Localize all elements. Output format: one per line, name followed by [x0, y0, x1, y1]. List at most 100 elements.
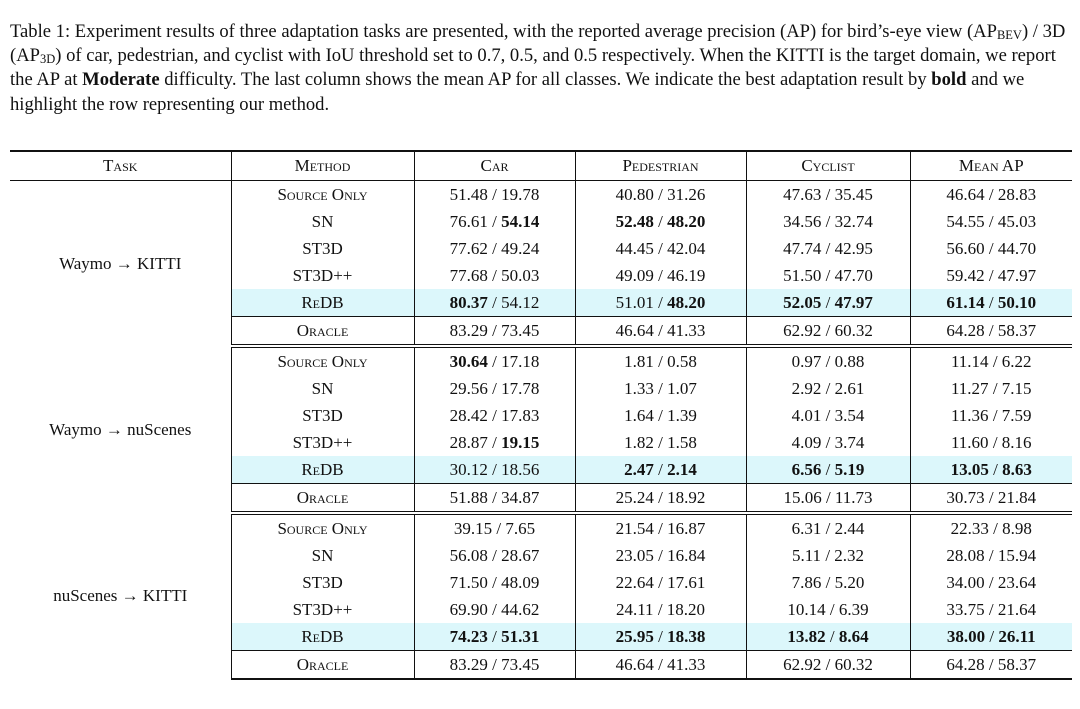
- cyclist-value-cell: 47.74 / 42.95: [746, 235, 911, 262]
- ap-3d-value: 41.33: [667, 320, 706, 340]
- ap-3d-value: 48.20: [667, 292, 706, 312]
- pedestrian-value-cell: 1.81 / 0.58: [575, 346, 747, 375]
- ap-3d-value: 34.87: [501, 487, 540, 507]
- cyclist-value-cell: 0.97 / 0.88: [746, 346, 911, 375]
- caption-label: Table 1:: [10, 21, 71, 42]
- ap-bev-value: 77.68: [449, 265, 488, 285]
- ap-3d-value: 48.09: [501, 572, 540, 592]
- cyclist-value-cell: 51.50 / 47.70: [746, 262, 911, 289]
- ap-3d-value: 45.03: [997, 211, 1037, 231]
- ap-bev-value: 56.08: [449, 545, 488, 565]
- table-row: Waymo → nuScenes Source Only 30.64 / 17.18…: [10, 346, 1072, 513]
- ap-3d-value: 58.37: [997, 654, 1037, 674]
- ap-3d-value: 1.39: [667, 405, 697, 425]
- ap-3d-value: 18.92: [667, 487, 706, 507]
- ap-bev-value: 30.64: [449, 351, 488, 371]
- method-cell: Oracle: [231, 650, 415, 680]
- mean-value-cell: 61.14 / 50.10: [910, 289, 1072, 317]
- cyclist-value-cell: 7.86 / 5.20: [746, 569, 911, 596]
- ap-3d-value: 6.22: [1001, 351, 1032, 371]
- ap-bev-value: 64.28: [946, 320, 985, 340]
- cyclist-value-cell: 47.63 / 35.45: [746, 180, 911, 208]
- ap-bev-value: 4.01: [791, 405, 822, 425]
- ap-3d-value: 48.20: [667, 211, 706, 231]
- car-value-cell: 30.12 / 18.56: [414, 456, 576, 484]
- task-group: nuScenes → KITTI Source Only 39.15 / 7.65 2…: [10, 513, 1072, 680]
- ap-bev-value: 23.05: [615, 545, 654, 565]
- ap-3d-value: 2.32: [834, 545, 865, 565]
- ap-3d-value: 58.37: [997, 320, 1037, 340]
- ap-bev-value: 11.60: [950, 432, 989, 452]
- ap-bev-value: 47.74: [783, 238, 822, 258]
- ap-3d-value: 16.84: [667, 545, 706, 565]
- header-pedestrian: Pedestrian: [575, 151, 747, 181]
- ap-3d-value: 23.64: [997, 572, 1037, 592]
- ap-3d-value: 18.38: [667, 626, 706, 646]
- cyclist-value-cell: 34.56 / 32.74: [746, 208, 911, 235]
- ap-3d-value: 1.07: [667, 378, 697, 398]
- pedestrian-value-cell: 46.64 / 41.33: [575, 650, 747, 680]
- ap-3d-value: 15.94: [997, 545, 1037, 565]
- ap-bev-value: 5.11: [791, 545, 822, 565]
- pedestrian-value-cell: 52.48 / 48.20: [575, 208, 747, 235]
- ap-bev-value: 76.61: [449, 211, 488, 231]
- ap-bev-value: 62.92: [783, 320, 822, 340]
- pedestrian-value-cell: 46.64 / 41.33: [575, 316, 747, 348]
- ap-bev-value: 56.60: [946, 238, 985, 258]
- pedestrian-value-cell: 51.01 / 48.20: [575, 289, 747, 317]
- ap-3d-value: 19.15: [501, 432, 540, 452]
- caption-subscript: 3D: [39, 52, 56, 67]
- car-value-cell: 28.42 / 17.83: [414, 402, 576, 429]
- cyclist-value-cell: 13.82 / 8.64: [746, 623, 911, 651]
- pedestrian-value-cell: 49.09 / 46.19: [575, 262, 747, 289]
- caption-bold-text: Moderate: [82, 69, 160, 91]
- method-cell: SN: [231, 542, 415, 569]
- cyclist-value-cell: 4.01 / 3.54: [746, 402, 911, 429]
- ap-bev-value: 51.01: [615, 292, 654, 312]
- task-cell: nuScenes → KITTI: [10, 513, 232, 679]
- ap-3d-value: 19.78: [501, 184, 540, 204]
- ap-3d-value: 21.84: [997, 487, 1037, 507]
- ap-3d-value: 21.64: [997, 599, 1037, 619]
- ap-bev-value: 28.42: [449, 405, 488, 425]
- ap-bev-value: 2.47: [624, 459, 654, 479]
- method-cell: SN: [231, 375, 415, 402]
- pedestrian-value-cell: 2.47 / 2.14: [575, 456, 747, 484]
- mean-value-cell: 22.33 / 8.98: [950, 518, 1032, 538]
- ap-3d-value: 2.14: [667, 459, 697, 479]
- ap-3d-value: 6.39: [838, 599, 869, 619]
- mean-value-cell: 46.64 / 28.83: [946, 184, 1037, 204]
- table-row: ST3D++ 77.68 / 50.03 49.09 / 46.19 51.50 / …: [10, 262, 1072, 289]
- ap-bev-value: 0.97: [791, 351, 822, 371]
- header-method: Method: [231, 151, 415, 181]
- ap-bev-value: 2.92: [791, 378, 822, 398]
- ap-3d-value: 7.59: [1001, 405, 1032, 425]
- cyclist-value-cell: 62.92 / 60.32: [746, 316, 911, 348]
- pedestrian-value-cell: 44.45 / 42.04: [575, 235, 747, 262]
- method-cell: ST3D++: [231, 596, 415, 623]
- method-cell: ST3D: [231, 235, 415, 262]
- ap-bev-value: 59.42: [946, 265, 985, 285]
- task-cell: Waymo → KITTI: [10, 180, 232, 346]
- ap-3d-value: 2.44: [834, 518, 865, 538]
- caption-bold-text: bold: [931, 69, 967, 91]
- ap-bev-value: 47.63: [783, 184, 822, 204]
- ap-3d-value: 50.10: [997, 292, 1037, 312]
- ap-bev-value: 83.29: [449, 654, 488, 674]
- ap-3d-value: 28.67: [501, 545, 540, 565]
- method-cell: ST3D: [231, 569, 415, 596]
- pedestrian-value-cell: 25.95 / 18.38: [575, 623, 747, 651]
- ap-bev-value: 15.06: [783, 487, 822, 507]
- pedestrian-value-cell: 40.80 / 31.26: [575, 180, 747, 208]
- method-cell: ST3D++: [231, 262, 415, 289]
- ap-3d-value: 28.83: [997, 184, 1037, 204]
- ap-bev-value: 1.33: [624, 378, 654, 398]
- method-cell: Source Only: [231, 180, 415, 208]
- caption-text-segment: ) / 3D (AP: [10, 21, 1066, 67]
- header-cyclist: Cyclist: [746, 151, 911, 181]
- ap-bev-value: 51.48: [449, 184, 488, 204]
- ap-3d-value: 0.88: [834, 351, 865, 371]
- ap-bev-value: 64.28: [946, 654, 985, 674]
- ap-3d-value: 11.73: [834, 487, 873, 507]
- task-group: Waymo → nuScenes Source Only 30.64 / 17.18…: [10, 346, 1072, 515]
